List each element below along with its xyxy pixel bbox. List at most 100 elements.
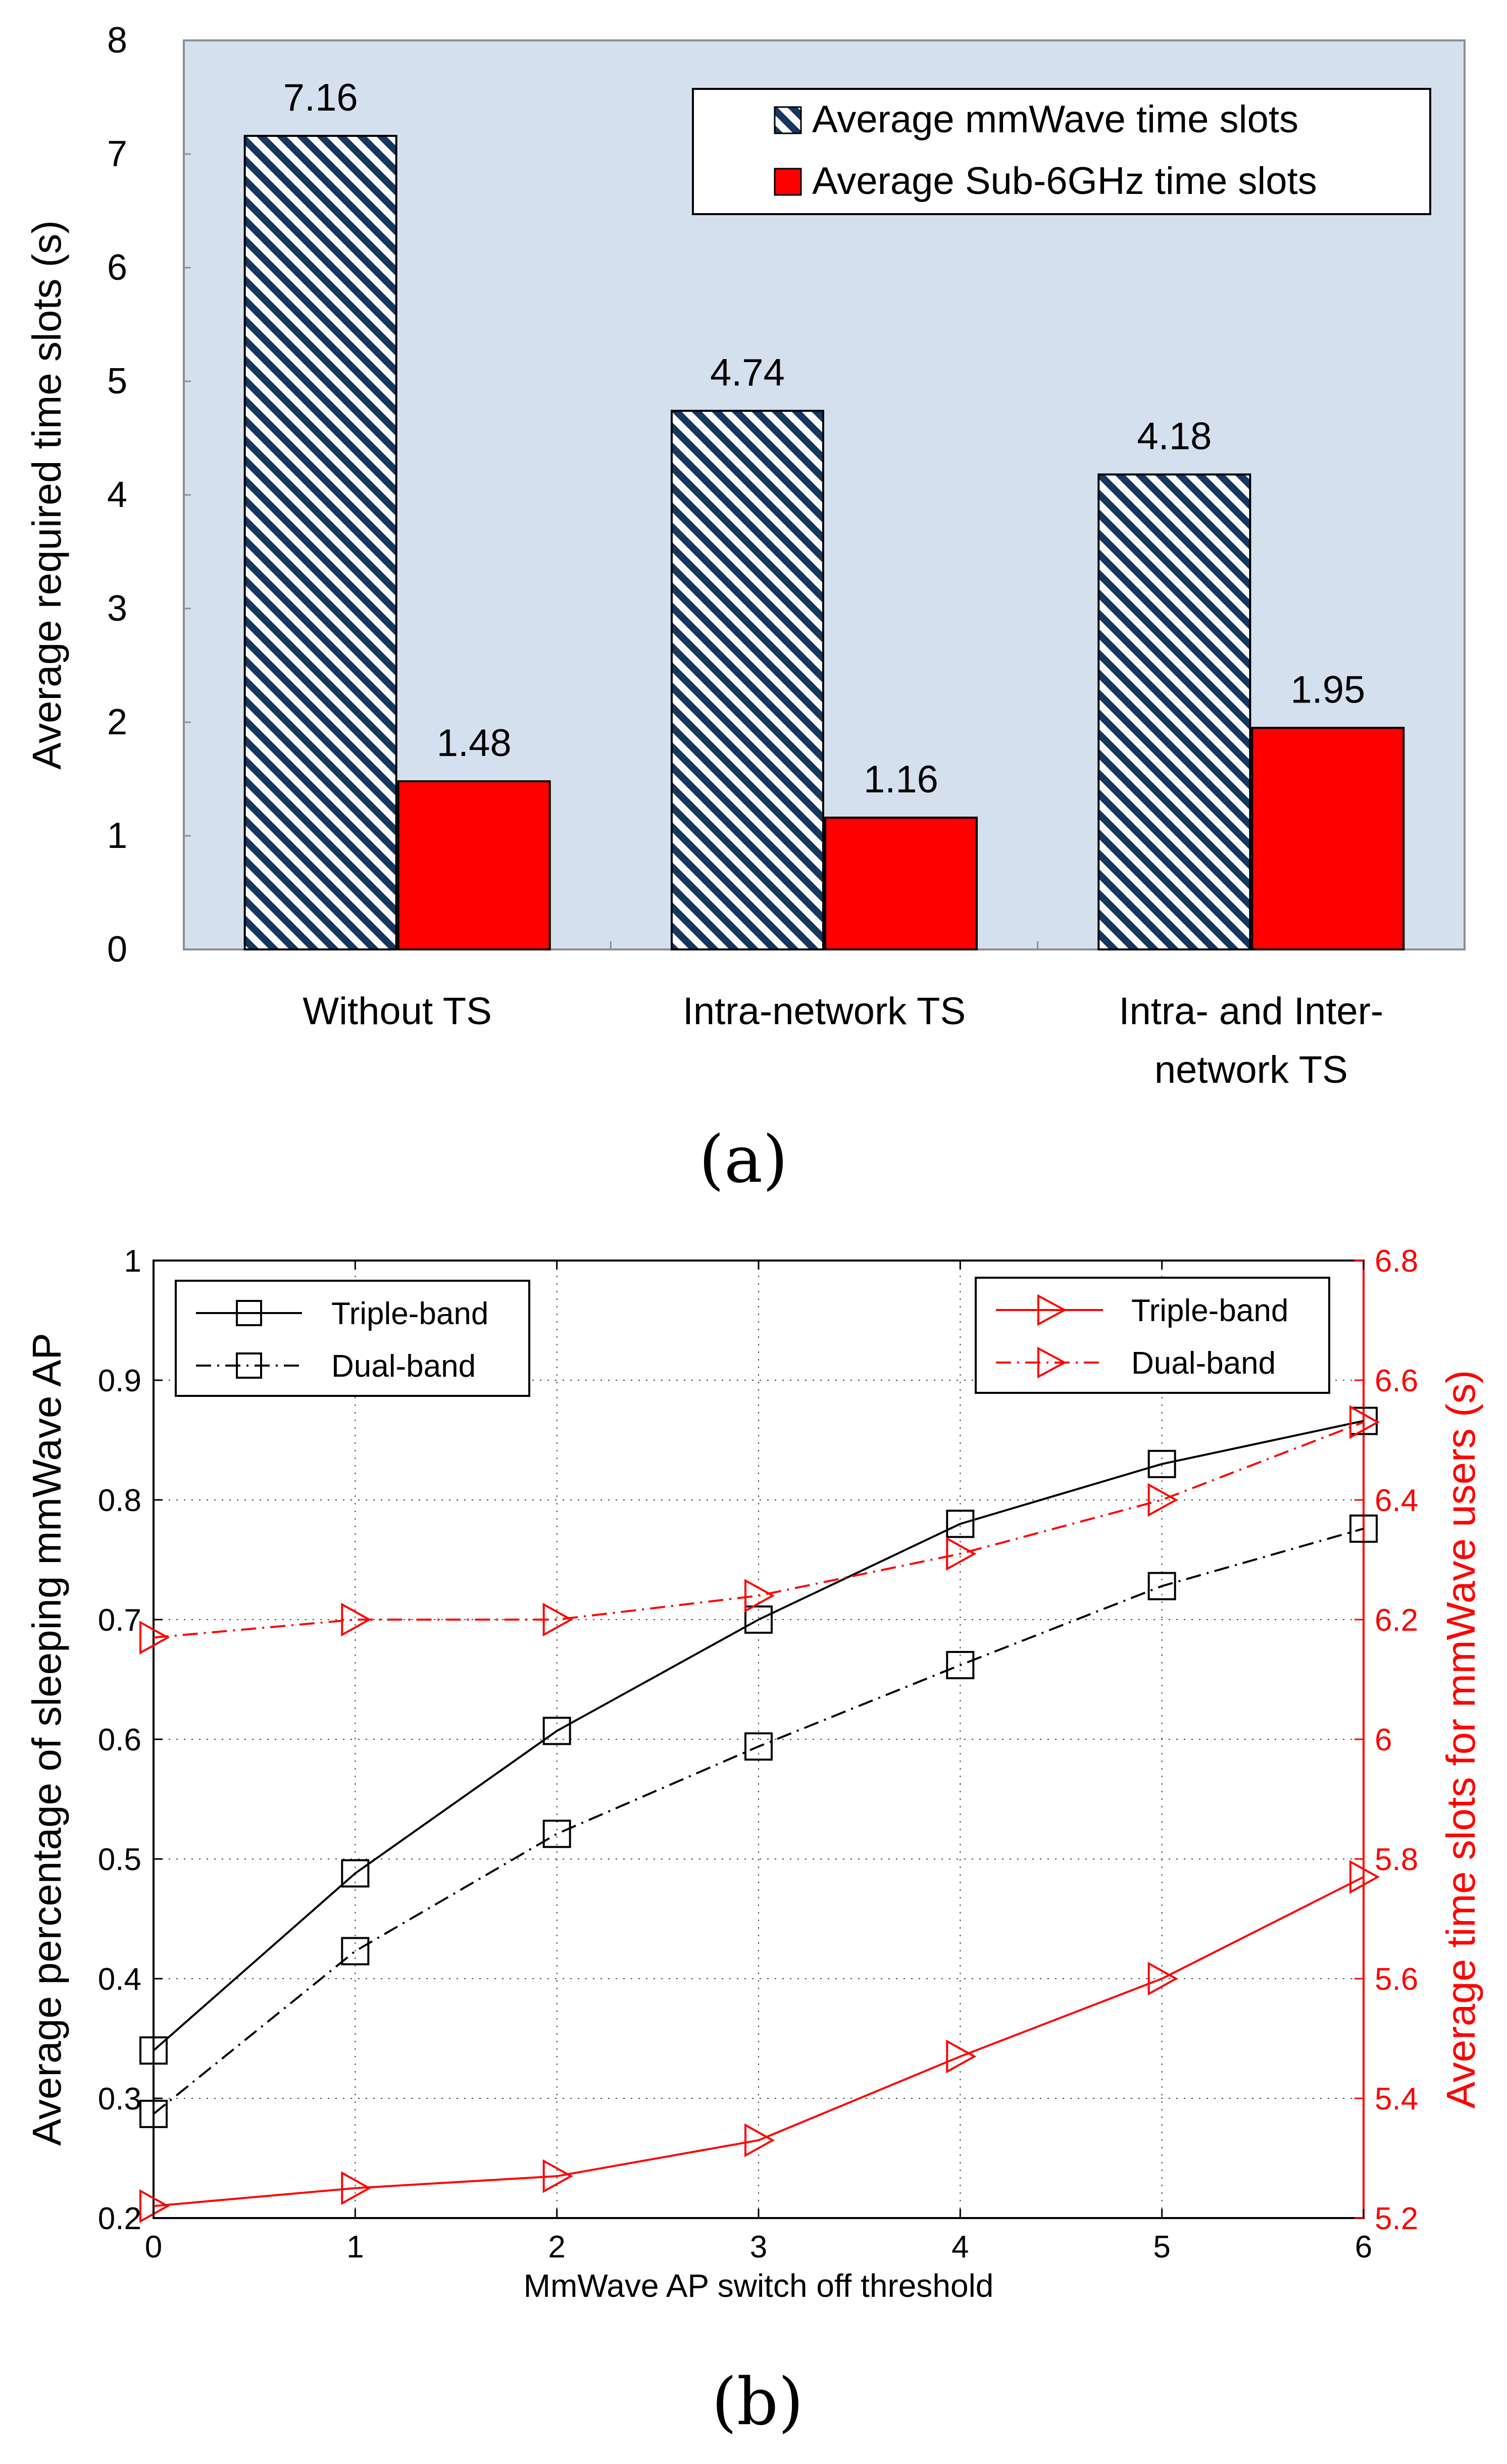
y-right-tick-label: 6.4 bbox=[1375, 1483, 1418, 1518]
y-left-tick-label: 0.4 bbox=[98, 1962, 141, 1997]
data-point-left-triple bbox=[946, 1510, 975, 1538]
legend-right-marker-dual bbox=[1037, 1346, 1067, 1379]
legend-left-label-dual: Dual-band bbox=[331, 1349, 476, 1384]
x-tick-label: 1 bbox=[346, 2230, 364, 2265]
legend-left-label-triple: Triple-band bbox=[331, 1296, 488, 1331]
x-tick-label: 4 bbox=[951, 2230, 969, 2265]
x-category-label: Intra-network TS bbox=[683, 990, 966, 1033]
legend-left-box bbox=[175, 1280, 530, 1397]
bar-sub6 bbox=[397, 780, 551, 950]
y-tick-label: 0 bbox=[107, 929, 127, 970]
bar-value-label: 4.18 bbox=[1137, 415, 1212, 458]
series-line-left-triple bbox=[153, 1420, 1364, 2051]
caption-a: (a) bbox=[699, 1122, 788, 1197]
y-tick-label: 7 bbox=[107, 134, 127, 174]
data-point-left-triple bbox=[1147, 1449, 1176, 1478]
caption-b: (b) bbox=[712, 2365, 803, 2440]
data-point-right-triple bbox=[542, 2159, 573, 2193]
x-tick-label: 5 bbox=[1153, 2230, 1170, 2265]
y-tick-label: 3 bbox=[107, 588, 127, 629]
legend-right-box bbox=[975, 1277, 1330, 1394]
data-point-left-triple bbox=[341, 1859, 370, 1888]
legend-right-marker-triple bbox=[1037, 1294, 1067, 1326]
bar-chart-a: 7.16 1.48 4.74 1.16 4.18 1.95 0 1 2 3 4 5 6 7 8 Witho… bbox=[24, 20, 1466, 1197]
data-point-right-dual bbox=[139, 1621, 170, 1654]
data-point-left-triple bbox=[744, 1605, 773, 1634]
data-point-right-dual bbox=[1349, 1405, 1380, 1439]
data-point-left-dual bbox=[946, 1651, 975, 1680]
x-tick-label: 3 bbox=[750, 2230, 767, 2265]
line-chart-left-y-axis-label: Average percentage of sleeping mmWave AP bbox=[24, 1333, 69, 2146]
y-left-tick-label: 1 bbox=[124, 1244, 141, 1279]
x-category-label: Intra- and Inter- bbox=[1119, 990, 1383, 1033]
data-point-right-dual bbox=[341, 1602, 372, 1637]
bar-chart-legend: Average mmWave time slots Average Sub-6G… bbox=[692, 88, 1431, 215]
y-right-tick-label: 6 bbox=[1375, 1723, 1392, 1757]
line-chart-b: 0 1 2 3 4 5 6 0.2 0.3 0.4 0.5 0.6 0.7 0.8 0.9 1 5.2 5.4… bbox=[24, 1244, 1483, 2440]
y-left-tick-label: 0.2 bbox=[98, 2201, 141, 2236]
bar-chart-y-axis-label: Average required time slots (s) bbox=[24, 220, 69, 770]
x-tick-label: 2 bbox=[548, 2230, 565, 2265]
bar-value-label: 1.16 bbox=[864, 758, 938, 801]
data-point-left-dual bbox=[1349, 1514, 1378, 1543]
y-left-tick-label: 0.5 bbox=[98, 1842, 141, 1877]
bar-value-label: 7.16 bbox=[283, 76, 358, 119]
bar-value-label: 1.48 bbox=[437, 722, 512, 765]
y-left-tick-label: 0.3 bbox=[98, 2082, 141, 2117]
y-tick-label: 5 bbox=[107, 361, 127, 401]
y-right-tick-label: 5.6 bbox=[1375, 1962, 1418, 1997]
data-point-left-triple bbox=[542, 1717, 571, 1745]
x-tick-label: 0 bbox=[145, 2230, 162, 2265]
legend-swatch-mmwave bbox=[774, 106, 802, 134]
y-tick-label: 2 bbox=[107, 702, 127, 742]
bar-mmwave bbox=[671, 410, 824, 950]
data-point-left-dual bbox=[744, 1732, 773, 1761]
line-chart-right-y-axis-label: Average time slots for mmWave users (s) bbox=[1438, 1370, 1483, 2109]
y-right-tick-label: 6.8 bbox=[1375, 1244, 1418, 1279]
data-point-right-triple bbox=[744, 2123, 775, 2157]
series-line-right-triple bbox=[153, 1876, 1364, 2207]
y-tick-label: 4 bbox=[107, 475, 127, 515]
data-point-left-dual bbox=[341, 1937, 370, 1966]
data-point-right-triple bbox=[946, 2039, 977, 2074]
y-right-tick-label: 5.4 bbox=[1375, 2082, 1418, 2117]
legend-label-mmwave: Average mmWave time slots bbox=[812, 98, 1298, 141]
data-point-left-dual bbox=[1147, 1572, 1176, 1600]
x-category-label: Without TS bbox=[303, 990, 492, 1033]
y-tick-label: 6 bbox=[107, 247, 127, 288]
y-right-tick-label: 6.2 bbox=[1375, 1603, 1418, 1638]
data-point-right-triple bbox=[1147, 1962, 1178, 1996]
bar-chart-legend-box bbox=[692, 88, 1431, 215]
data-point-left-dual bbox=[139, 2099, 168, 2128]
series-line-left-dual bbox=[153, 1527, 1364, 2115]
bar-sub6 bbox=[824, 817, 978, 950]
line-chart-legend-right: Triple-band Dual-band bbox=[975, 1277, 1330, 1394]
legend-right-label-dual: Dual-band bbox=[1131, 1346, 1276, 1381]
data-point-right-dual bbox=[542, 1602, 573, 1637]
data-point-right-dual bbox=[744, 1579, 775, 1613]
x-category-label: network TS bbox=[1154, 1048, 1348, 1091]
bar-mmwave bbox=[243, 135, 397, 950]
data-point-right-dual bbox=[1147, 1483, 1178, 1517]
y-right-tick-label: 5.8 bbox=[1375, 1842, 1418, 1877]
y-tick-label: 1 bbox=[107, 816, 127, 856]
y-left-tick-label: 0.9 bbox=[98, 1364, 141, 1398]
bar-value-label: 1.95 bbox=[1290, 668, 1365, 711]
y-left-tick-label: 0.7 bbox=[98, 1603, 141, 1638]
bar-value-label: 4.74 bbox=[710, 351, 785, 394]
bar-mmwave bbox=[1097, 473, 1251, 950]
data-point-right-dual bbox=[946, 1537, 977, 1571]
y-right-tick-label: 5.2 bbox=[1375, 2201, 1418, 2236]
y-left-tick-label: 0.6 bbox=[98, 1723, 141, 1757]
y-right-tick-label: 6.6 bbox=[1375, 1364, 1418, 1398]
x-tick-label: 6 bbox=[1355, 2230, 1372, 2265]
line-chart-legend-left: Triple-band Dual-band bbox=[175, 1280, 530, 1397]
data-point-right-triple bbox=[341, 2171, 372, 2205]
y-left-tick-label: 0.8 bbox=[98, 1483, 141, 1518]
data-point-left-dual bbox=[542, 1820, 571, 1848]
legend-left-marker-triple bbox=[236, 1300, 262, 1326]
data-point-right-triple bbox=[1349, 1860, 1380, 1894]
bar-sub6 bbox=[1251, 727, 1405, 950]
